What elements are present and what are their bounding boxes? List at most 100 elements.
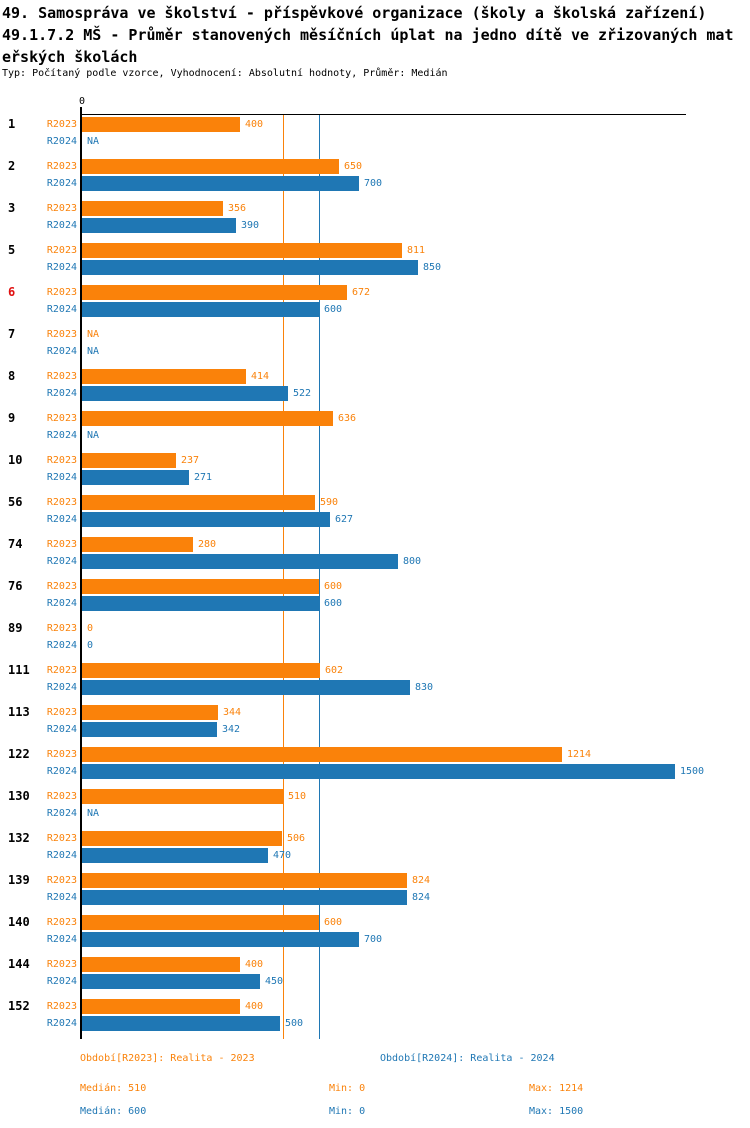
bar-r2023 [82,747,562,762]
bar-r2024 [82,218,236,233]
bar-r2024 [82,260,418,275]
row-id-label: 113 [8,705,30,719]
row-id-label: 130 [8,789,30,803]
na-label: NA [87,329,100,340]
stat-min-r2024: Min: 0 [329,1106,366,1117]
bar-value-label: 356 [228,203,247,214]
row-id-label: 140 [8,915,30,929]
bar-value-label: 342 [222,724,241,735]
series-row-label-r2024: R2024 [46,388,77,399]
bar-r2024 [82,890,407,905]
series-row-label-r2023: R2023 [46,791,77,802]
na-label: NA [87,136,100,147]
series-row-label-r2023: R2023 [46,287,77,298]
bar-value-label: 400 [245,119,264,130]
bar-r2023 [82,285,347,300]
series-row-label-r2024: R2024 [46,1018,77,1029]
bar-r2023 [82,243,402,258]
title-line-3: eřských školách [2,48,138,66]
series-row-label-r2024: R2024 [46,724,77,735]
series-row-label-r2023: R2023 [46,581,77,592]
series-row-label-r2023: R2023 [46,875,77,886]
series-row-label-r2024: R2024 [46,850,77,861]
bar-value-label: 600 [324,581,343,592]
row-id-label: 1 [8,117,16,131]
bar-value-label: 824 [412,875,431,886]
stat-median-r2024: Medián: 600 [80,1106,147,1117]
bar-value-label: 1500 [680,766,705,777]
bar-value-label: 672 [352,287,371,298]
bar-r2024 [82,680,410,695]
title-line-2: 49.1.7.2 MŠ - Průměr stanovených měsíční… [2,26,734,44]
bar-r2024 [82,596,319,611]
row-id-label: 9 [8,411,16,425]
series-row-label-r2024: R2024 [46,514,77,525]
bar-value-label: 470 [273,850,292,861]
series-row-label-r2023: R2023 [46,371,77,382]
bar-r2023 [82,411,333,426]
y-axis-line [80,107,82,1039]
bar-r2024 [82,386,288,401]
series-row-label-r2023: R2023 [46,203,77,214]
series-row-label-r2023: R2023 [46,413,77,424]
bar-value-label: 522 [293,388,312,399]
series-row-label-r2024: R2024 [46,808,77,819]
bar-r2024 [82,1016,280,1031]
bar-r2024 [82,848,268,863]
stat-max-r2023: Max: 1214 [529,1083,584,1094]
bar-r2023 [82,831,282,846]
series-row-label-r2023: R2023 [46,497,77,508]
bar-r2023 [82,369,246,384]
series-row-label-r2024: R2024 [46,220,77,231]
row-id-label: 2 [8,159,16,173]
bar-value-label: 590 [320,497,339,508]
series-row-label-r2023: R2023 [46,119,77,130]
row-id-label: 56 [8,495,23,509]
bar-value-label: 510 [288,791,307,802]
bar-r2023 [82,873,407,888]
bar-value-label: 500 [285,1018,304,1029]
bar-r2024 [82,932,359,947]
bar-r2023 [82,789,283,804]
bar-value-label: 830 [415,682,434,693]
series-row-label-r2023: R2023 [46,833,77,844]
bar-r2023 [82,537,193,552]
bar-r2023 [82,957,240,972]
bar-r2023 [82,453,176,468]
series-row-label-r2024: R2024 [46,472,77,483]
stat-min-r2023: Min: 0 [329,1083,366,1094]
median-reference-line-r2024 [319,114,320,1039]
row-id-label: 7 [8,327,16,341]
row-id-label: 139 [8,873,30,887]
series-row-label-r2023: R2023 [46,623,77,634]
series-row-label-r2024: R2024 [46,430,77,441]
bar-r2024 [82,470,189,485]
bar-r2023 [82,663,320,678]
bar-value-label: 506 [287,833,306,844]
series-row-label-r2024: R2024 [46,934,77,945]
row-id-label: 3 [8,201,16,215]
series-row-label-r2023: R2023 [46,455,77,466]
bar-value-label: 400 [245,959,264,970]
bar-r2023 [82,915,319,930]
bar-value-label: 271 [194,472,213,483]
stat-median-r2023: Medián: 510 [80,1083,147,1094]
stat-max-r2024: Max: 1500 [529,1106,584,1117]
bar-r2024 [82,302,319,317]
bar-r2023 [82,159,339,174]
bar-r2023 [82,495,315,510]
bar-value-label: 600 [324,304,343,315]
series-row-label-r2023: R2023 [46,665,77,676]
row-id-label: 76 [8,579,23,593]
bar-r2024 [82,764,675,779]
series-row-label-r2023: R2023 [46,329,77,340]
bar-value-label: 400 [245,1001,264,1012]
row-id-label: 144 [8,957,30,971]
series-row-label-r2023: R2023 [46,1001,77,1012]
series-row-label-r2024: R2024 [46,976,77,987]
na-label: NA [87,430,100,441]
series-row-label-r2024: R2024 [46,304,77,315]
bar-value-label: 280 [198,539,217,550]
